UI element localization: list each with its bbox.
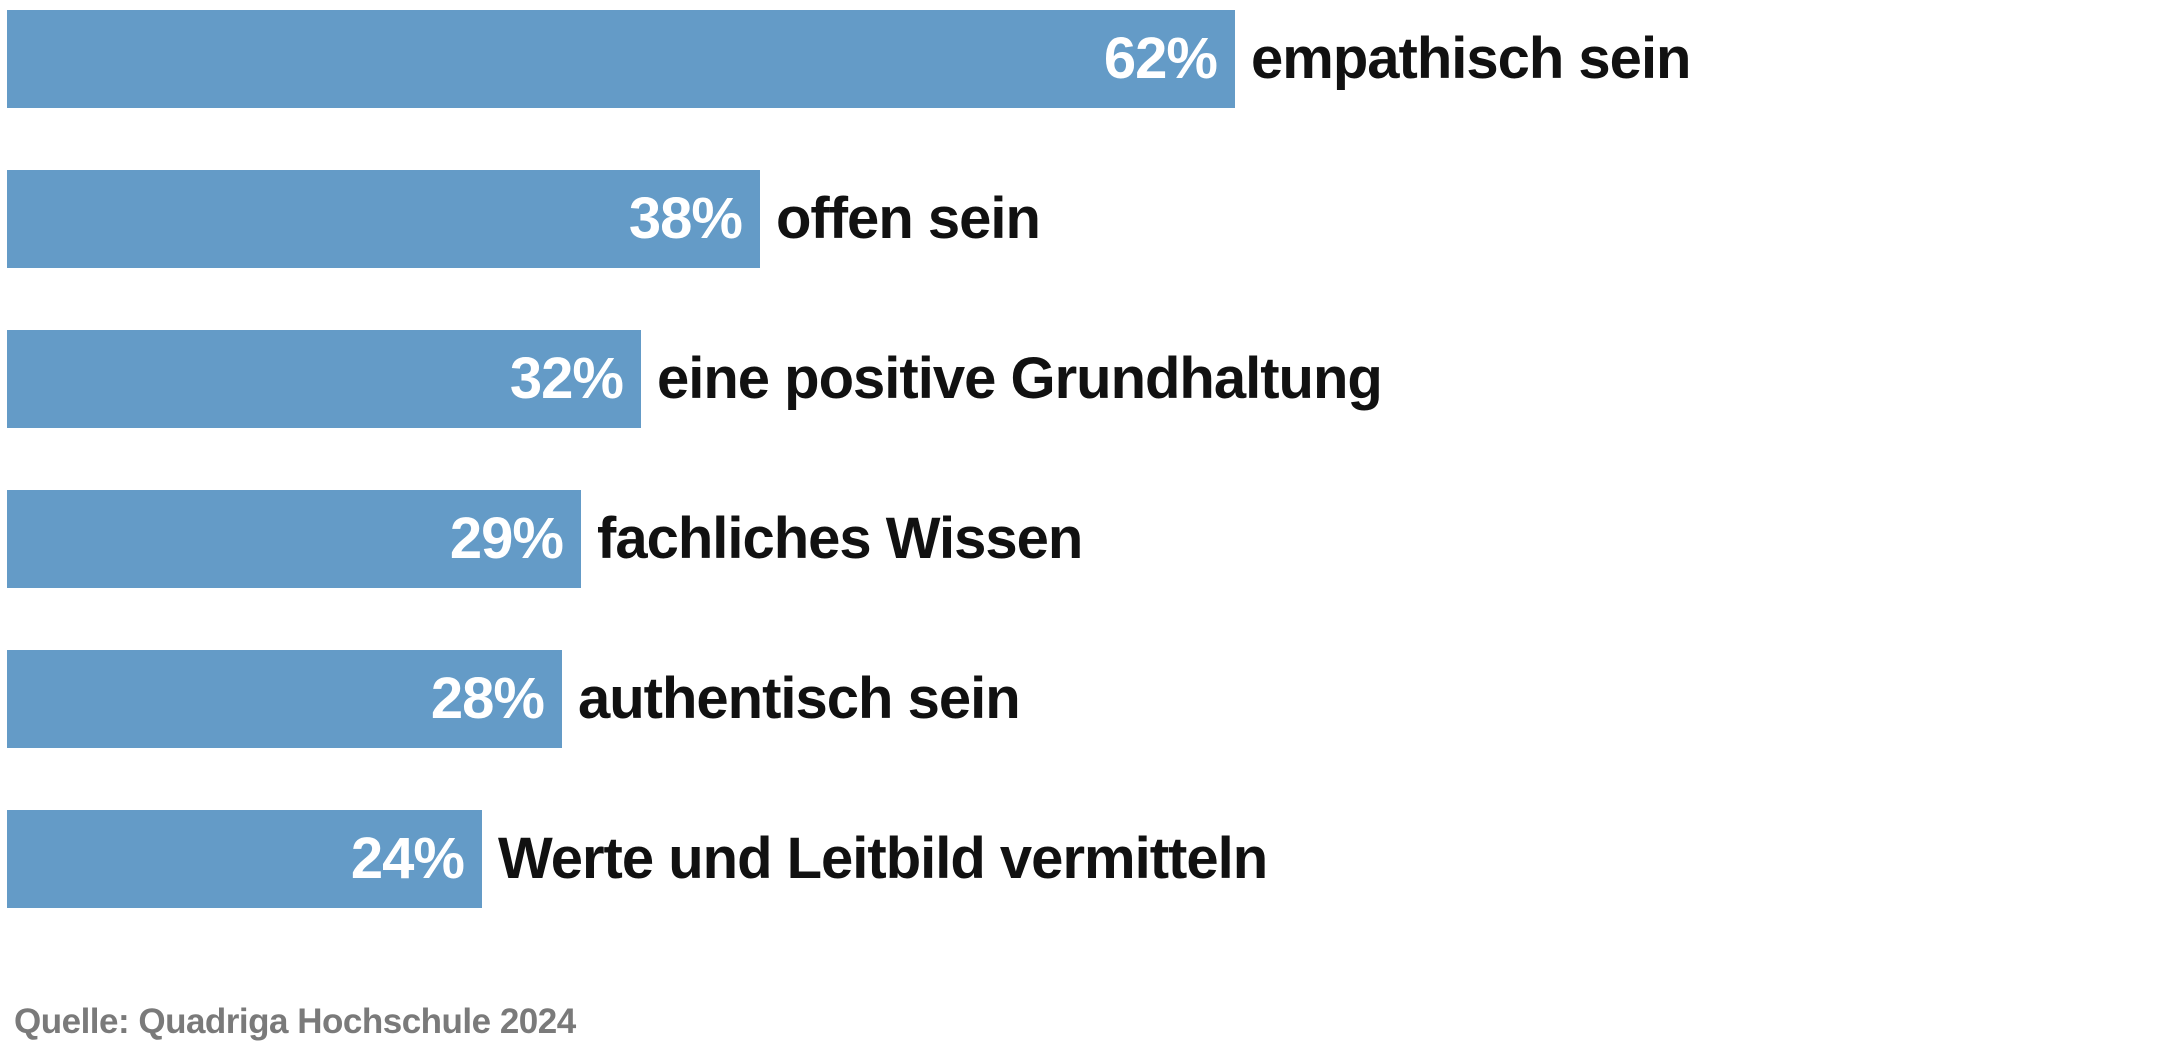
bar-value-label: 32%: [509, 346, 624, 411]
bar: 24%: [7, 810, 482, 908]
bar-category-label: empathisch sein: [1251, 26, 1691, 91]
bar-row: 28% authentisch sein: [7, 650, 1690, 748]
bar-row: 24% Werte und Leitbild vermitteln: [7, 810, 1690, 908]
bar: 62%: [7, 10, 1235, 108]
bar: 28%: [7, 650, 562, 748]
bar-category-label: fachliches Wissen: [597, 506, 1083, 571]
bar-value-label: 28%: [430, 666, 545, 731]
bar-chart: 62% empathisch sein 38% offen sein 32% eine p…: [7, 10, 1691, 970]
bar-row: 38% offen sein: [7, 170, 1690, 268]
bar: 38%: [7, 170, 760, 268]
bar-category-label: offen sein: [776, 186, 1041, 251]
bar-category-label: Werte und Leitbild vermitteln: [498, 826, 1268, 891]
bar-row: 29% fachliches Wissen: [7, 490, 1690, 588]
bar-category-label: eine positive Grundhaltung: [657, 346, 1383, 411]
bar-value-label: 38%: [628, 186, 743, 251]
bar-category-label: authentisch sein: [578, 666, 1021, 731]
bar-value-label: 29%: [449, 506, 564, 571]
bar: 29%: [7, 490, 581, 588]
bar-row: 62% empathisch sein: [7, 10, 1691, 108]
bar-value-label: 24%: [350, 826, 465, 891]
bar: 32%: [7, 330, 641, 428]
source-note: Quelle: Quadriga Hochschule 2024: [14, 1002, 576, 1041]
bar-value-label: 62%: [1103, 26, 1218, 91]
bar-row: 32% eine positive Grundhaltung: [7, 330, 1690, 428]
